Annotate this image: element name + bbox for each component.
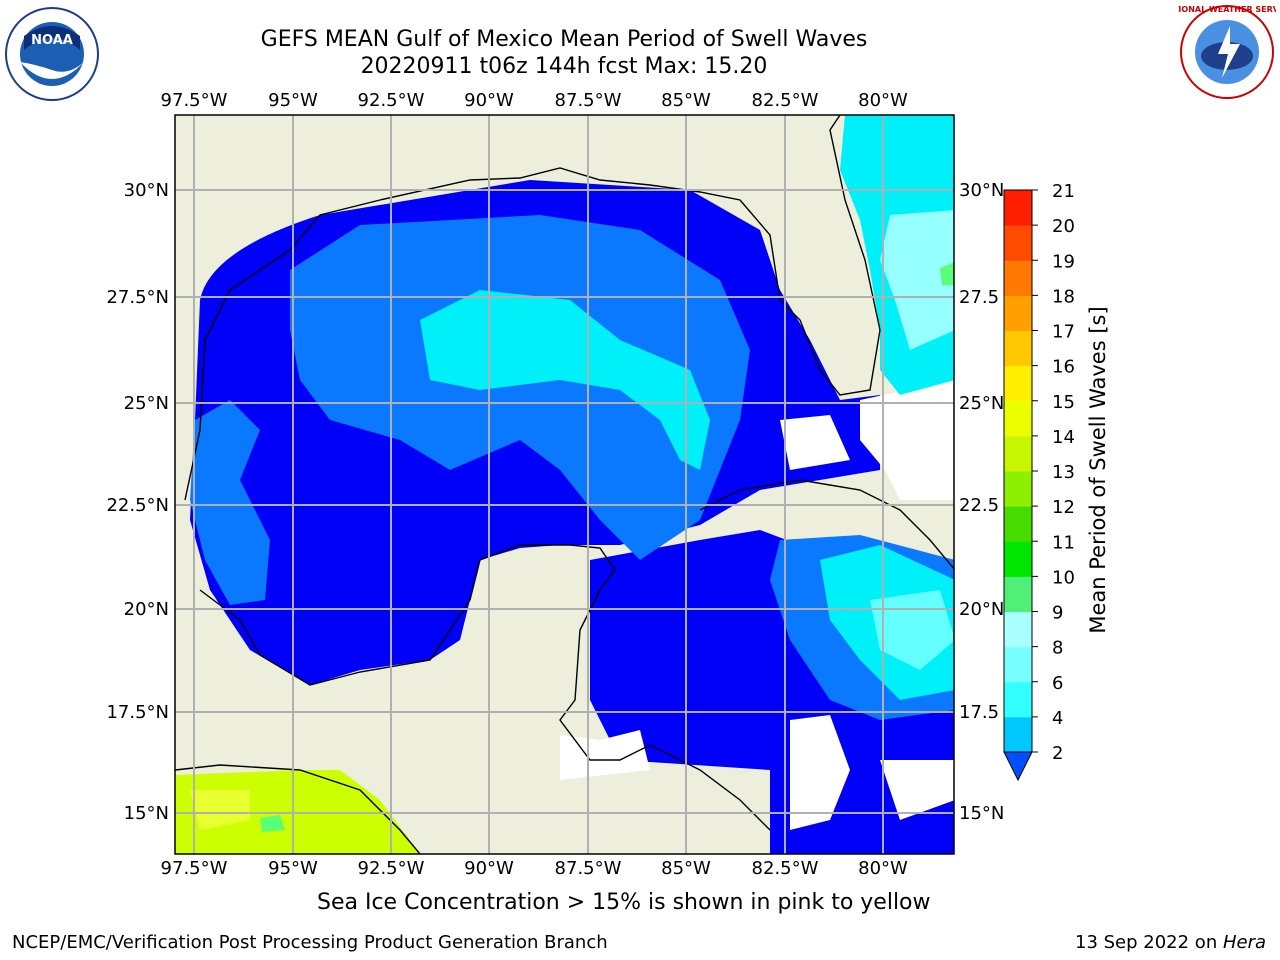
- svg-text:30°N: 30°N: [959, 180, 1004, 201]
- svg-text:17.5°N: 17.5°N: [106, 702, 169, 723]
- colorbar-segment: [1004, 646, 1032, 683]
- colorbar-segment: [1004, 611, 1032, 648]
- colorbar-segment: [1004, 365, 1032, 402]
- svg-text:82.5°W: 82.5°W: [752, 90, 819, 111]
- svg-text:90°W: 90°W: [464, 858, 514, 879]
- colorbar-segment: [1004, 190, 1032, 226]
- svg-text:87.5°W: 87.5°W: [555, 90, 622, 111]
- sea-ice-note: Sea Ice Concentration > 15% is shown in …: [317, 890, 931, 915]
- svg-text:92.5°W: 92.5°W: [358, 90, 425, 111]
- footer-date: 13 Sep 2022 on Hera: [1075, 932, 1266, 953]
- colorbar-segment: [1004, 506, 1032, 542]
- colorbar-extend-triangle: [1003, 751, 1033, 782]
- svg-text:15°N: 15°N: [959, 803, 1004, 824]
- colorbar-tick-label: 15: [1052, 392, 1075, 413]
- colorbar-tick-label: 19: [1052, 251, 1075, 272]
- map-title: GEFS MEAN Gulf of Mexico Mean Period of …: [260, 27, 868, 52]
- colorbar: 2 4 6 8 9 10 11 12 13 14 15 16 17 18 19 20 21: [1003, 181, 1075, 782]
- graticule: [175, 115, 954, 854]
- svg-text:80°W: 80°W: [858, 858, 908, 879]
- colorbar-segment: [1004, 681, 1032, 718]
- colorbar-tick-label: 9: [1052, 603, 1063, 624]
- svg-text:NATIONAL WEATHER SERVICE: NATIONAL WEATHER SERVICE: [1178, 5, 1276, 14]
- colorbar-tick-label: 6: [1052, 673, 1063, 694]
- colorbar-tick-label: 16: [1052, 357, 1075, 378]
- svg-text:95°W: 95°W: [268, 858, 318, 879]
- lat-labels-left: 30°N 27.5°N 25°N 22.5°N 20°N 17.5°N 15°N: [106, 180, 169, 824]
- colorbar-segment: [1004, 400, 1032, 437]
- svg-text:25°N: 25°N: [959, 393, 1004, 414]
- lon-labels-top: 97.5°W 95°W 92.5°W 90°W 87.5°W 85°W 82.5…: [161, 90, 908, 111]
- colorbar-segment: [1004, 541, 1032, 577]
- svg-text:22.5°N: 22.5°N: [106, 495, 169, 516]
- nws-logo: NATIONAL WEATHER SERVICE: [1178, 5, 1276, 99]
- lon-labels-bottom: 97.5°W 95°W 92.5°W 90°W 87.5°W 85°W 82.5…: [161, 858, 908, 879]
- svg-text:20°N: 20°N: [124, 599, 169, 620]
- svg-text:NOAA: NOAA: [31, 33, 73, 48]
- colorbar-segment: [1004, 225, 1032, 261]
- colorbar-tick-label: 17: [1052, 322, 1075, 343]
- map-subtitle: 20220911 t06z 144h fcst Max: 15.20: [360, 54, 768, 79]
- colorbar-segment: [1004, 260, 1032, 296]
- svg-text:27.5: 27.5: [959, 287, 999, 308]
- svg-text:97.5°W: 97.5°W: [161, 858, 228, 879]
- lat-labels-right: 30°N 27.5 25°N 22.5 20°N 17.5 15°N: [959, 180, 1004, 824]
- svg-text:92.5°W: 92.5°W: [358, 858, 425, 879]
- svg-text:27.5°N: 27.5°N: [106, 287, 169, 308]
- svg-text:97.5°W: 97.5°W: [161, 90, 228, 111]
- svg-text:20°N: 20°N: [959, 599, 1004, 620]
- colorbar-tick-label: 10: [1052, 567, 1075, 588]
- colorbar-tick-label: 2: [1052, 743, 1063, 764]
- colorbar-segment: [1004, 295, 1032, 331]
- colorbar-segment: [1004, 435, 1032, 472]
- colorbar-segment: [1004, 471, 1032, 507]
- colorbar-tick-label: 13: [1052, 462, 1075, 483]
- map-frame: [174, 114, 955, 855]
- svg-text:15°N: 15°N: [124, 803, 169, 824]
- colorbar-tick-label: 11: [1052, 532, 1075, 553]
- map-canvas: [175, 115, 954, 854]
- svg-text:25°N: 25°N: [124, 393, 169, 414]
- svg-text:82.5°W: 82.5°W: [752, 858, 819, 879]
- gulf-blue: [290, 215, 750, 560]
- gulf-cyan: [420, 290, 710, 470]
- colorbar-tick-label: 14: [1052, 427, 1075, 448]
- svg-text:85°W: 85°W: [661, 90, 711, 111]
- colorbar-tick-label: 21: [1052, 181, 1075, 202]
- svg-text:22.5: 22.5: [959, 495, 999, 516]
- colorbar-tick-label: 8: [1052, 638, 1063, 659]
- svg-text:90°W: 90°W: [464, 90, 514, 111]
- svg-text:95°W: 95°W: [268, 90, 318, 111]
- coastlines: [175, 115, 954, 854]
- svg-text:17.5: 17.5: [959, 702, 999, 723]
- svg-text:30°N: 30°N: [124, 180, 169, 201]
- colorbar-tick-label: 4: [1052, 708, 1063, 729]
- svg-text:80°W: 80°W: [858, 90, 908, 111]
- noaa-logo: NOAA: [5, 7, 99, 101]
- colorbar-segment: [1004, 576, 1032, 612]
- svg-text:85°W: 85°W: [661, 858, 711, 879]
- footer-host: Hera: [1222, 932, 1266, 953]
- colorbar-tick-label: 20: [1052, 216, 1075, 237]
- footer-credit: NCEP/EMC/Verification Post Processing Pr…: [12, 932, 608, 953]
- colorbar-label: Mean Period of Swell Waves [s]: [1086, 306, 1110, 633]
- colorbar-segment: [1004, 330, 1032, 367]
- colorbar-segment: [1004, 716, 1032, 753]
- colorbar-tick-label: 12: [1052, 497, 1075, 518]
- svg-text:87.5°W: 87.5°W: [555, 858, 622, 879]
- colorbar-tick-label: 18: [1052, 286, 1075, 307]
